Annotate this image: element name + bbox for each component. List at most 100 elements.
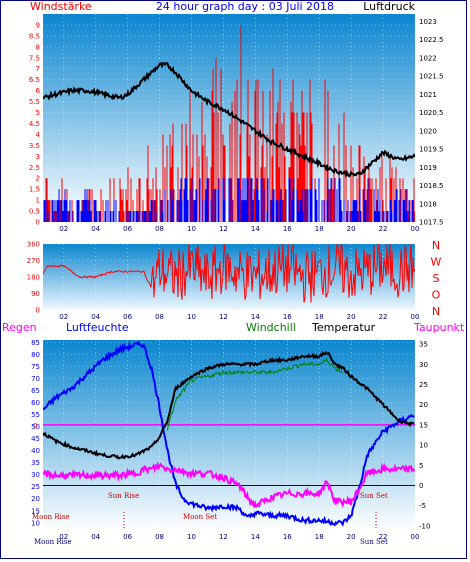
y-tick-label: 360 <box>27 241 40 249</box>
y-left-tick-label: 2 <box>36 175 40 183</box>
y-right-tick-label: 1019.5 <box>419 146 444 154</box>
y-left-tick-label: 65 <box>31 387 40 395</box>
humidity-temperature-marks <box>43 340 415 527</box>
legend-temperatur: Temperatur <box>311 321 376 334</box>
y-right-tick-label: 1022.5 <box>419 36 444 44</box>
x-tick-label: 16 <box>283 313 292 321</box>
x-tick-label: 00 <box>411 533 420 541</box>
compass-label: N <box>432 305 440 318</box>
wind-pressure-axes: 02 04 06 08 10 12 14 16 18 20 22 0000.511.522.533.5… <box>29 18 444 233</box>
y-right-tick-label: 1017.5 <box>419 219 444 227</box>
x-tick-label: 12 <box>219 313 228 321</box>
y-left-tick-label: 9 <box>36 21 40 29</box>
y-tick-label: 0 <box>36 307 40 315</box>
y-right-tick-label: 35 <box>419 341 428 349</box>
y-left-tick-label: 1.5 <box>29 186 40 194</box>
y-right-tick-label: 1023 <box>419 18 437 26</box>
wind-direction-marks <box>43 244 415 303</box>
x-tick-label: 22 <box>379 225 388 233</box>
y-right-tick-label: 1020 <box>419 127 437 135</box>
x-tick-label: 08 <box>155 225 164 233</box>
event-sun-set-axis: Sun Set <box>360 538 388 546</box>
dewpoint-series <box>43 461 415 509</box>
wind-direction-series <box>43 244 415 303</box>
x-tick-label: 00 <box>411 313 420 321</box>
x-tick-label: 18 <box>315 533 324 541</box>
y-left-tick-label: 45 <box>31 435 40 443</box>
x-tick-label: 14 <box>251 225 260 233</box>
event-moon-rise-axis: Moon Rise <box>34 538 72 546</box>
x-tick-label: 14 <box>251 533 260 541</box>
x-tick-label: 10 <box>187 313 196 321</box>
y-left-tick-label: 30 <box>31 471 40 479</box>
x-tick-label: 04 <box>91 313 100 321</box>
humidity-temperature-axes: 02 04 06 08 10 12 14 16 18 20 22 001015202530354045… <box>31 339 430 541</box>
event-moon-rise: Moon Rise <box>32 513 70 521</box>
y-left-tick-label: 70 <box>31 375 40 383</box>
header-title: 24 hour graph day : 03 Juli 2018 <box>156 0 334 13</box>
wind-pressure-panel: 02 04 06 08 10 12 14 16 18 20 22 0000.511.522.533.5… <box>29 14 444 233</box>
humidity-temperature-plot-area <box>43 340 415 530</box>
compass-label: S <box>433 272 440 285</box>
x-tick-label: 22 <box>379 313 388 321</box>
y-left-tick-label: 55 <box>31 411 40 419</box>
y-left-tick-label: 85 <box>31 339 40 347</box>
x-tick-label: 20 <box>347 313 356 321</box>
temperature-series <box>43 350 415 460</box>
y-tick-label: 270 <box>27 257 40 265</box>
legend-taupunkt: Taupunkt <box>413 321 465 334</box>
x-tick-label: 22 <box>379 533 388 541</box>
y-left-tick-label: 8.5 <box>29 32 40 40</box>
y-right-tick-label: 0 <box>419 482 423 490</box>
x-tick-label: 00 <box>411 225 420 233</box>
compass-label: N <box>432 239 440 252</box>
x-tick-label: 20 <box>347 533 356 541</box>
legend-regen: Regen <box>2 321 37 334</box>
x-tick-label: 16 <box>283 533 292 541</box>
x-tick-label: 10 <box>187 225 196 233</box>
y-right-tick-label: 15 <box>419 421 428 429</box>
pressure-series <box>43 61 415 179</box>
y-left-tick-label: 8 <box>36 43 40 51</box>
x-tick-label: 02 <box>59 533 68 541</box>
y-tick-label: 180 <box>27 274 40 282</box>
x-tick-label: 02 <box>59 225 68 233</box>
x-tick-label: 08 <box>155 313 164 321</box>
y-left-tick-label: 6 <box>36 87 41 95</box>
event-sun-rise: Sun Rise <box>108 492 139 500</box>
humidity-series <box>43 340 415 527</box>
x-tick-label: 12 <box>219 225 228 233</box>
y-right-tick-label: 5 <box>419 462 423 470</box>
y-right-tick-label: 1021 <box>419 91 437 99</box>
y-left-tick-label: 50 <box>31 423 40 431</box>
header-right-label: Luftdruck <box>363 0 415 13</box>
x-tick-label: 06 <box>123 313 132 321</box>
y-left-tick-label: 7.5 <box>29 54 40 62</box>
regen-zero-label: 0 <box>33 422 37 430</box>
y-right-tick-label: 1019 <box>419 164 437 172</box>
y-left-tick-label: 75 <box>31 363 40 371</box>
legend-windchill: Windchill <box>246 321 296 334</box>
y-left-tick-label: 15 <box>31 507 40 515</box>
y-left-tick-label: 5 <box>36 109 40 117</box>
y-right-tick-label: 1020.5 <box>419 109 444 117</box>
x-tick-label: 18 <box>315 313 324 321</box>
y-left-tick-label: 4 <box>36 131 41 139</box>
y-left-tick-label: 20 <box>31 495 40 503</box>
y-left-tick-label: 1 <box>36 197 40 205</box>
y-right-tick-label: 20 <box>419 401 428 409</box>
x-tick-label: 10 <box>187 533 196 541</box>
compass-label: W <box>431 256 442 269</box>
y-right-tick-label: 10 <box>419 442 428 450</box>
y-left-tick-label: 0.5 <box>29 208 40 216</box>
x-tick-label: 08 <box>155 533 164 541</box>
y-right-tick-label: 25 <box>419 381 428 389</box>
y-right-tick-label: 1021.5 <box>419 73 444 81</box>
y-left-tick-label: 3 <box>36 153 40 161</box>
x-tick-label: 06 <box>123 533 132 541</box>
y-left-tick-label: 0 <box>36 219 40 227</box>
